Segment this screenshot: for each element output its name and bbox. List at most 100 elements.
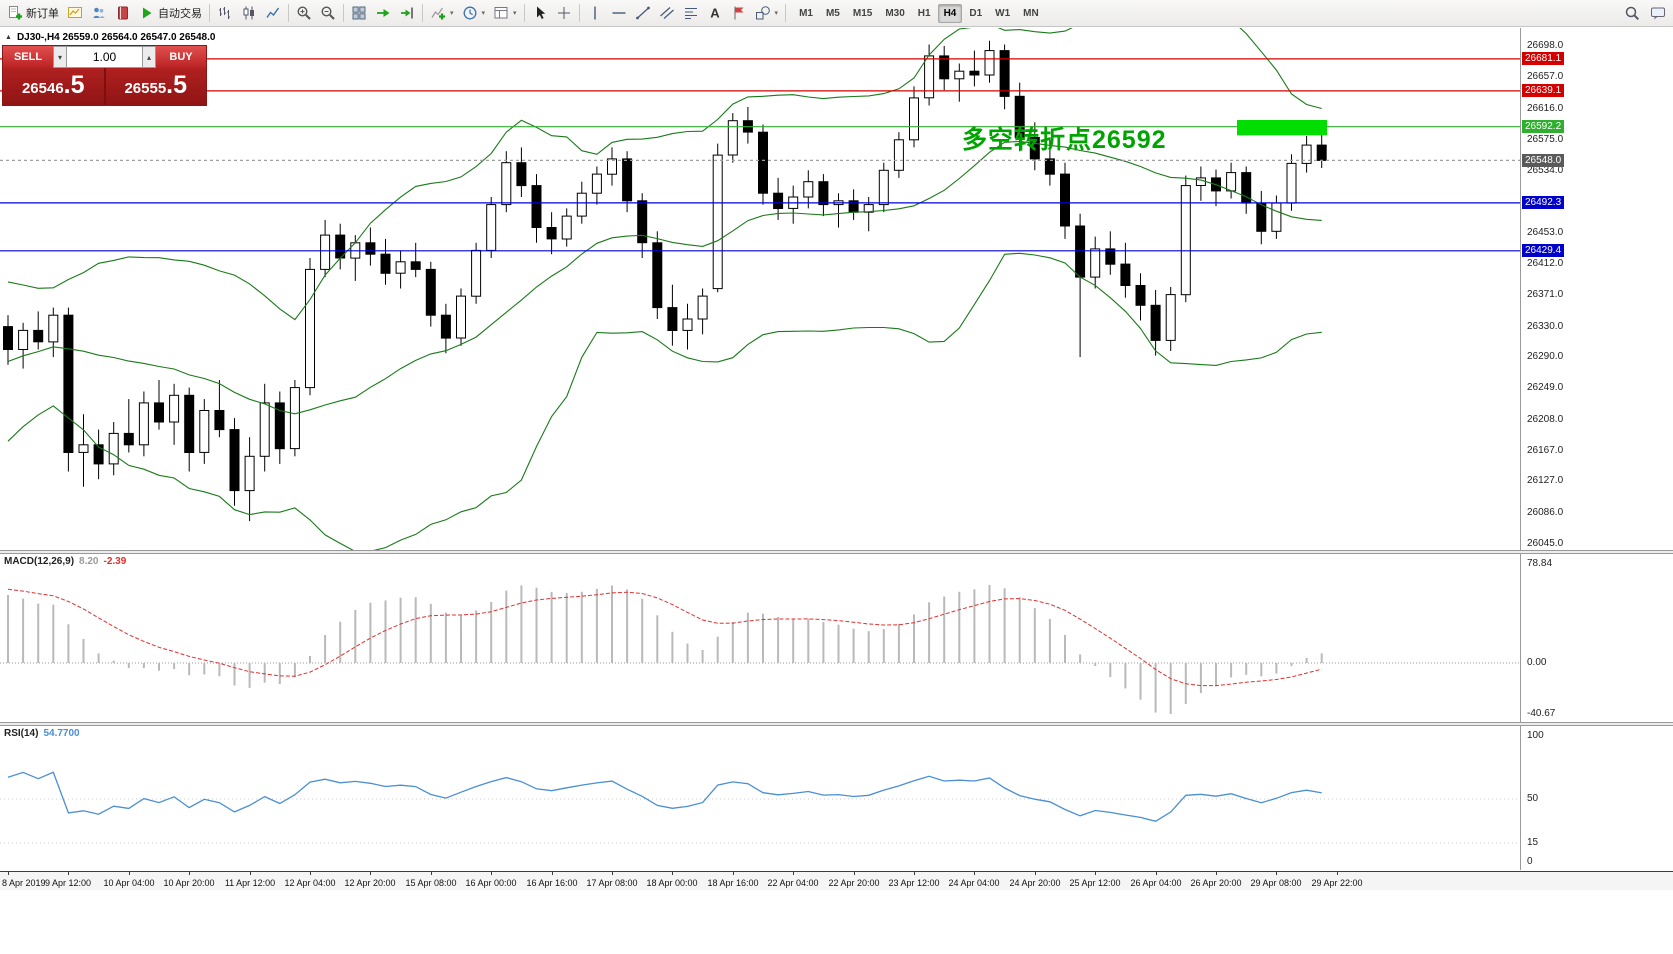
- sell-button[interactable]: SELL: [3, 46, 53, 68]
- line-chart-button[interactable]: [261, 2, 285, 24]
- candlestick-chart-button[interactable]: [237, 2, 261, 24]
- volume-increase-button[interactable]: ▴: [142, 46, 156, 68]
- toolbar-separator: [288, 4, 289, 22]
- text-button[interactable]: A: [703, 2, 727, 24]
- time-axis-label: 10 Apr 04:00: [103, 878, 155, 888]
- channel-button[interactable]: [655, 2, 679, 24]
- template-icon: [494, 7, 508, 19]
- time-axis-label: 23 Apr 12:00: [888, 878, 940, 888]
- price-axis-label: 26453.0: [1527, 227, 1564, 238]
- zoom-in-button[interactable]: [292, 2, 316, 24]
- new-order-button[interactable]: 新订单: [3, 2, 63, 24]
- timeframe-button-MN[interactable]: MN: [1023, 7, 1039, 19]
- trendline-button[interactable]: [631, 2, 655, 24]
- cross-icon: [557, 7, 570, 19]
- chart-shift-button[interactable]: [395, 2, 419, 24]
- time-axis-label: 24 Apr 04:00: [948, 878, 1000, 888]
- price-chart[interactable]: ▲ DJ30-,H4 26559.0 26564.0 26547.0 26548…: [0, 28, 1520, 550]
- chevron-down-icon: ▾: [513, 10, 517, 17]
- toolbar: 新订单 自动交易 ▾ ▾ ▾ A ▾ M1 M5 M15 M30 H1 H4 D1 W1 MN: [0, 0, 1673, 27]
- fibonacci-button[interactable]: [679, 2, 703, 24]
- timeframe-button-D1[interactable]: D1: [969, 7, 983, 19]
- volume-decrease-button[interactable]: ▾: [53, 46, 67, 68]
- time-axis-label: 22 Apr 20:00: [828, 878, 880, 888]
- timeframe-button-M1[interactable]: M1: [799, 7, 813, 19]
- time-axis-label: 9 Apr 12:00: [44, 878, 92, 888]
- timeframe-button-H4[interactable]: H4: [937, 3, 963, 23]
- macd-value-main: 8.20: [79, 556, 99, 567]
- time-axis-tick: [974, 872, 975, 875]
- timeframe-button-M30[interactable]: M30: [885, 7, 905, 19]
- label-button[interactable]: [727, 2, 751, 24]
- time-axis-label: 17 Apr 08:00: [586, 878, 638, 888]
- macd-canvas[interactable]: [0, 554, 1520, 722]
- rsi-axis-label: 50: [1527, 793, 1539, 804]
- price-axis-label: 26086.0: [1527, 507, 1564, 518]
- new-order-button-label: 新订单: [26, 8, 59, 20]
- collapse-arrow-icon[interactable]: ▲: [5, 34, 12, 41]
- price-axis-label: 26127.0: [1527, 475, 1564, 486]
- toolbar-right-group: [1620, 2, 1670, 24]
- auto-scroll-button[interactable]: [371, 2, 395, 24]
- time-axis-tick: [310, 872, 311, 875]
- cursor-button[interactable]: [528, 2, 552, 24]
- periods-button[interactable]: ▾: [458, 2, 490, 24]
- tile-icon: [352, 6, 366, 20]
- toolbar-separator: [785, 4, 787, 22]
- price-axis-label: 26290.0: [1527, 351, 1564, 362]
- chart-annotation-text[interactable]: 多空转折点26592: [962, 126, 1167, 154]
- panel-splitter[interactable]: [0, 550, 1673, 554]
- panel-splitter[interactable]: [0, 722, 1673, 726]
- autotrade-button[interactable]: 自动交易: [135, 2, 206, 24]
- time-axis-label: 29 Apr 22:00: [1311, 878, 1363, 888]
- rsi-canvas[interactable]: [0, 726, 1520, 870]
- market-watch-button[interactable]: [111, 2, 135, 24]
- charts-button[interactable]: [63, 2, 87, 24]
- symbol-info: ▲ DJ30-,H4 26559.0 26564.0 26547.0 26548…: [5, 32, 215, 43]
- rsi-label: RSI(14) 54.7700: [4, 728, 80, 739]
- time-axis-tick: [250, 872, 251, 875]
- macd-panel[interactable]: MACD(12,26,9) 8.20 -2.39: [0, 554, 1520, 722]
- shapes-icon: [755, 6, 770, 20]
- buy-button[interactable]: BUY: [156, 46, 206, 68]
- time-axis[interactable]: 8 Apr 2019 9 Apr 12:00 10 Apr 04:00 10 Apr …: [0, 871, 1673, 890]
- vertical-line-button[interactable]: [583, 2, 607, 24]
- volume-input[interactable]: [67, 46, 142, 68]
- price-axis[interactable]: 26698.0 26657.0 26616.0 26575.0 26534.0 26453…: [1520, 28, 1673, 551]
- bid-price[interactable]: 26546.5: [3, 67, 104, 107]
- profiles-button[interactable]: [87, 2, 111, 24]
- crosshair-button[interactable]: [552, 2, 576, 24]
- toolbar-separator: [209, 4, 210, 22]
- indplus-icon: [431, 7, 445, 20]
- macd-axis-label: 78.84: [1527, 558, 1553, 569]
- time-axis-tick: [431, 872, 432, 875]
- time-axis-label: 15 Apr 08:00: [405, 878, 457, 888]
- timeframe-button-M15[interactable]: M15: [852, 7, 873, 19]
- zoom-out-button[interactable]: [316, 2, 340, 24]
- price-badge: 26429.4: [1522, 244, 1565, 257]
- indicators-button[interactable]: ▾: [426, 2, 458, 24]
- search-icon: [1625, 6, 1640, 21]
- rsi-axis[interactable]: 100 50 15 0: [1520, 726, 1673, 870]
- price-axis-label: 26167.0: [1527, 445, 1564, 456]
- rsi-panel[interactable]: RSI(14) 54.7700: [0, 726, 1520, 870]
- data-window-button[interactable]: [1646, 2, 1670, 24]
- timeframe-button-H1[interactable]: H1: [917, 7, 931, 19]
- search-button[interactable]: [1620, 2, 1644, 24]
- time-axis-label: 8 Apr 2019: [2, 878, 46, 888]
- time-axis-label: 22 Apr 04:00: [767, 878, 819, 888]
- price-chart-canvas[interactable]: [0, 28, 1520, 550]
- templates-button[interactable]: ▾: [489, 2, 521, 24]
- shapes-button[interactable]: ▾: [751, 2, 783, 24]
- ask-price[interactable]: 26555.5: [106, 67, 207, 107]
- price-axis-label: 26371.0: [1527, 289, 1564, 300]
- book-red-icon: [118, 6, 128, 20]
- bar-chart-button[interactable]: [213, 2, 237, 24]
- time-axis-tick: [854, 872, 855, 875]
- tile-windows-button[interactable]: [347, 2, 371, 24]
- macd-axis[interactable]: 78.84 0.00 -40.67: [1520, 554, 1673, 722]
- horizontal-line-button[interactable]: [607, 2, 631, 24]
- timeframe-button-W1[interactable]: W1: [995, 7, 1011, 19]
- timeframe-button-M5[interactable]: M5: [825, 7, 840, 19]
- doc-plus-icon: [9, 6, 22, 20]
